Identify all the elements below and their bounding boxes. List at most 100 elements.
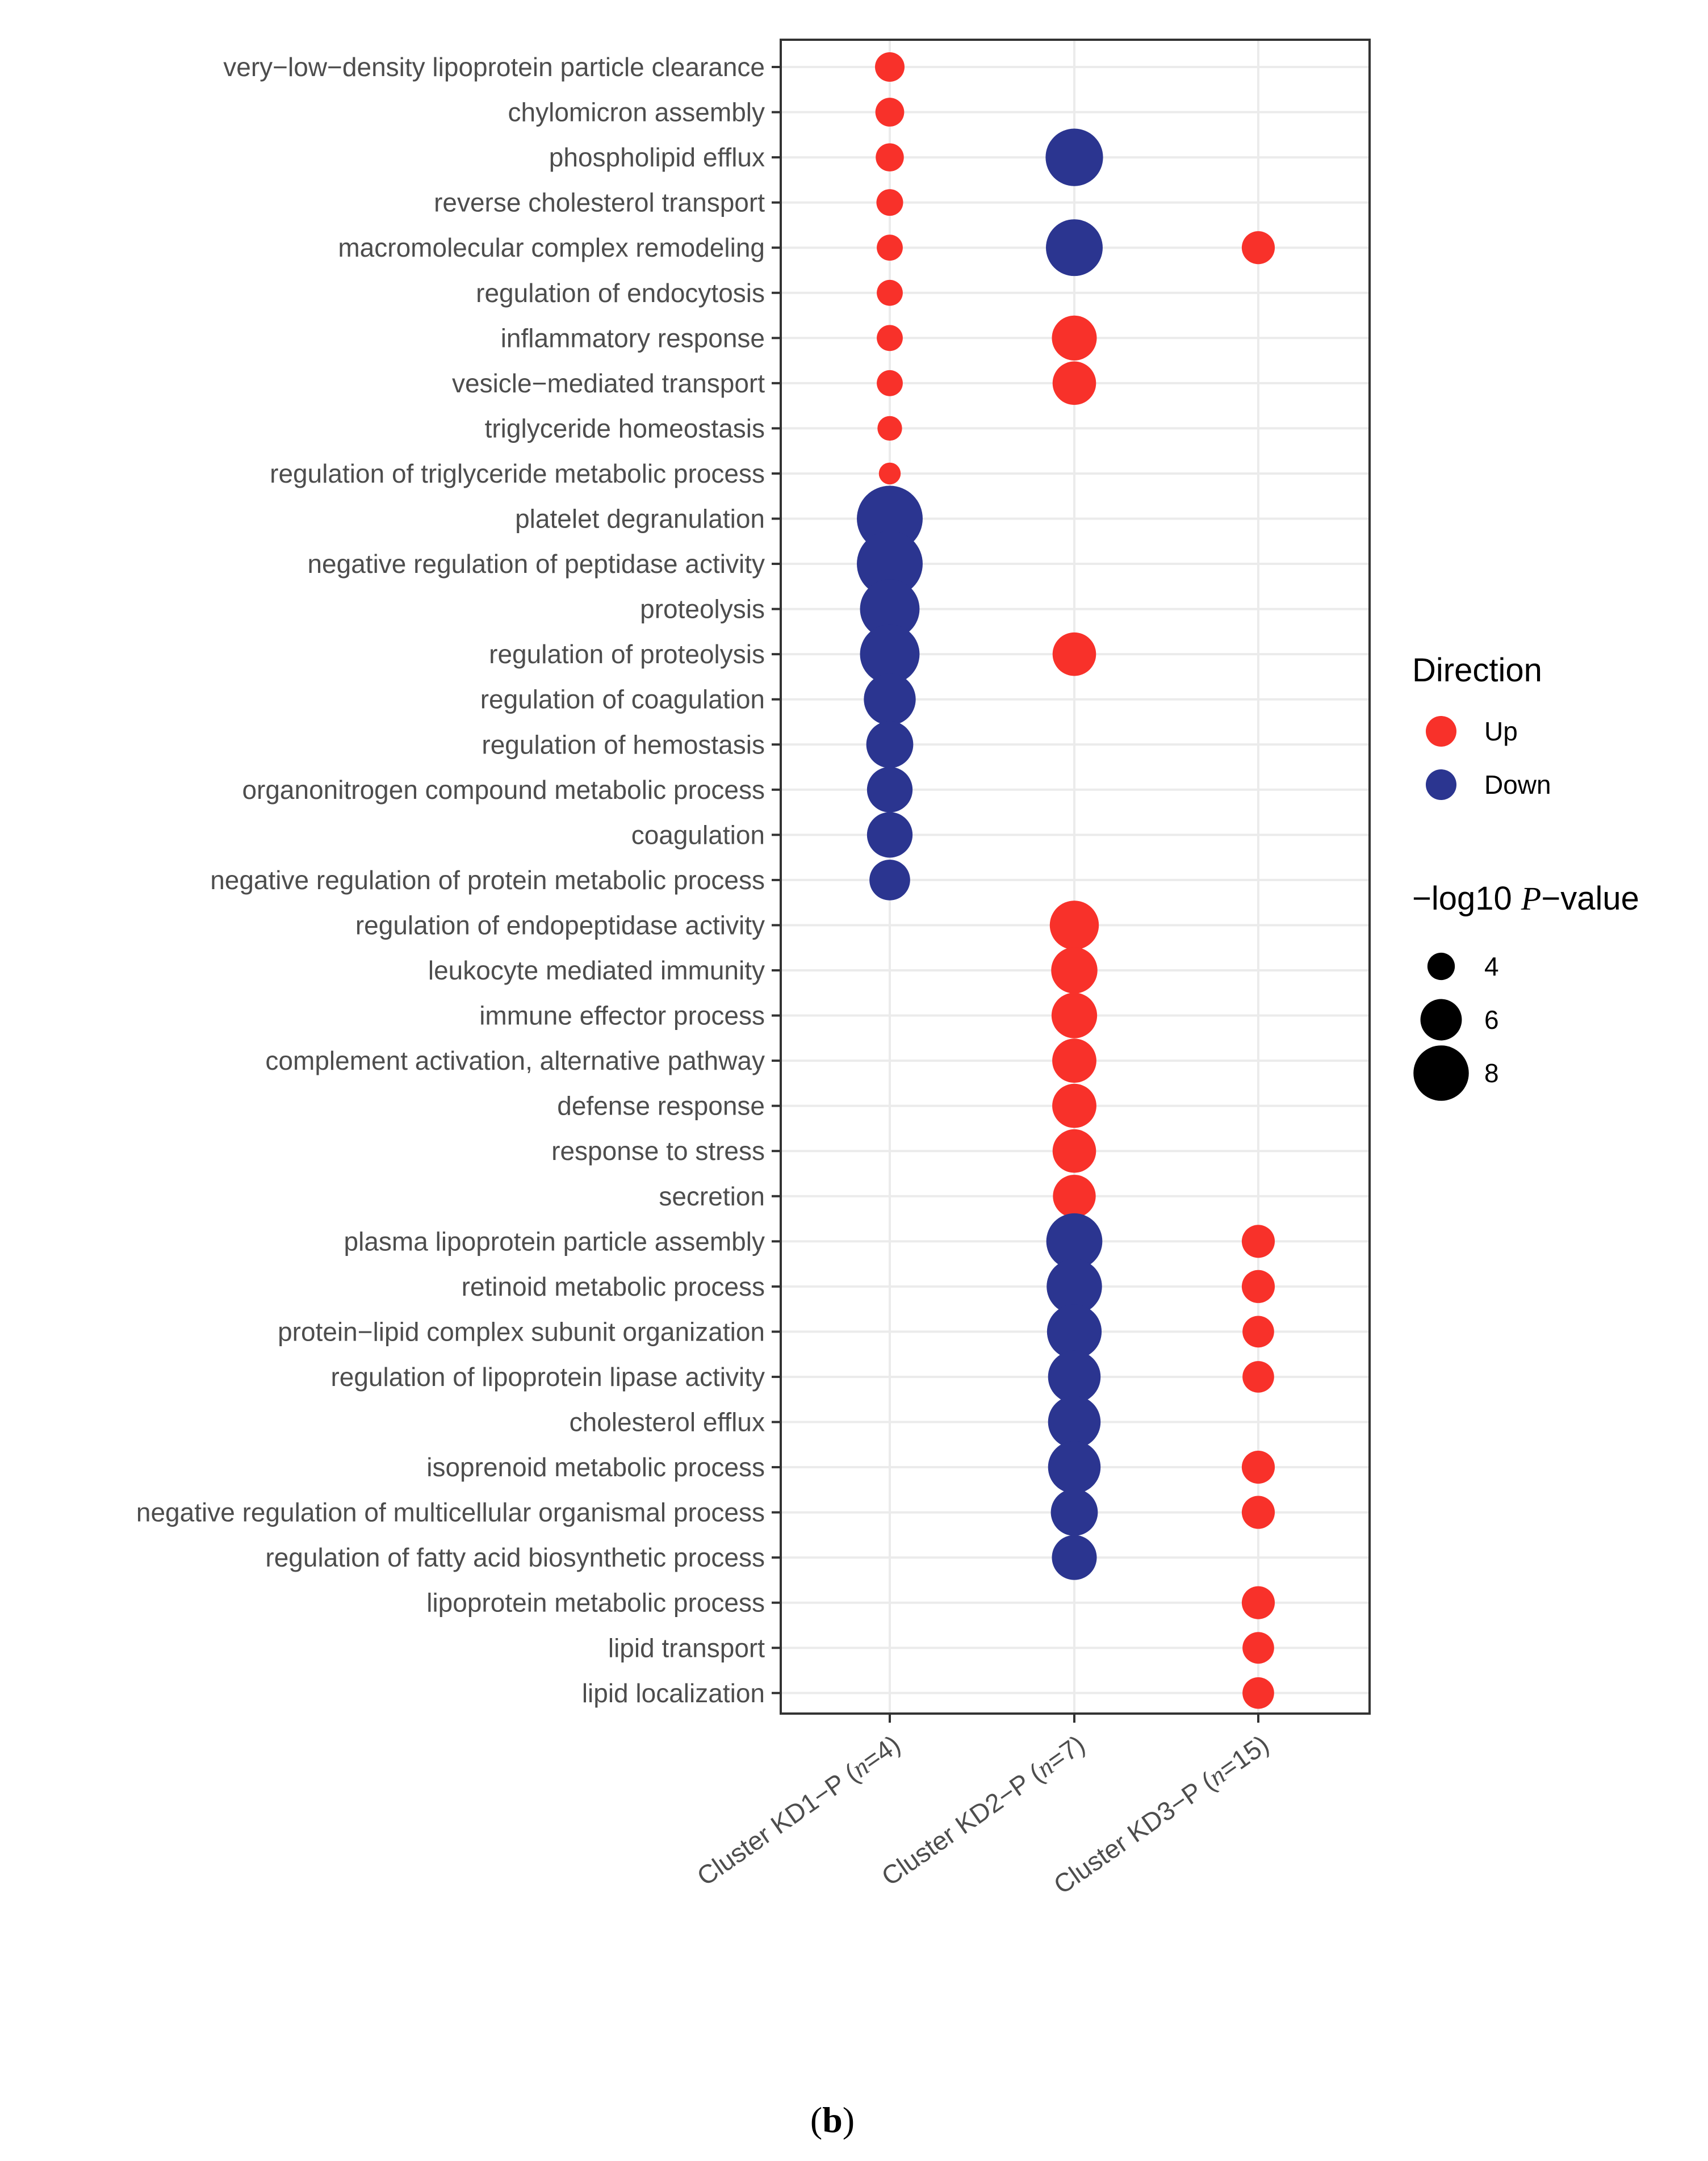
y-tick-label: platelet degranulation [515, 504, 765, 534]
dot-point [864, 673, 916, 726]
dot-point [869, 860, 910, 901]
y-tick-label: regulation of endopeptidase activity [355, 910, 765, 940]
dot-point [1051, 947, 1098, 994]
y-tick-label: negative regulation of peptidase activit… [307, 549, 765, 579]
dot-point [1046, 219, 1103, 277]
legend-size-label: 6 [1484, 1005, 1499, 1035]
y-tick-label: lipoprotein metabolic process [426, 1588, 765, 1618]
dot-point [1242, 1632, 1274, 1664]
y-tick-label: regulation of hemostasis [482, 730, 765, 759]
caption-open-paren: ( [810, 2100, 822, 2140]
legend-direction-key [1426, 716, 1456, 747]
dot-point [860, 579, 920, 639]
caption-close-paren: ) [843, 2100, 855, 2140]
y-tick-label: regulation of fatty acid biosynthetic pr… [265, 1543, 765, 1572]
dot-point [1045, 128, 1103, 186]
y-tick-label: defense response [557, 1091, 765, 1121]
dot-point [1052, 632, 1096, 676]
dot-point [1241, 1270, 1275, 1303]
x-tick-label: Cluster KD2−P (n=7) [876, 1729, 1090, 1892]
dot-point [1052, 1038, 1096, 1083]
dot-point [1052, 1083, 1096, 1128]
y-tick-label: chylomicron assembly [508, 98, 765, 127]
dot-point [866, 721, 914, 768]
dot-point [878, 462, 901, 485]
dot-point [875, 52, 905, 82]
y-tick-label: secretion [659, 1182, 765, 1211]
dot-point [876, 143, 904, 171]
legend-size-key [1413, 1045, 1469, 1101]
dot-point [1048, 1396, 1101, 1448]
y-tick-label: macromolecular complex remodeling [338, 233, 765, 262]
dot-point [1049, 901, 1099, 950]
y-tick-label: complement activation, alternative pathw… [265, 1046, 765, 1075]
dot-point [877, 234, 903, 261]
legend-size-label: 8 [1484, 1058, 1499, 1088]
legend-size-key [1427, 952, 1455, 981]
y-tick-label: protein−lipid complex subunit organizati… [278, 1317, 765, 1346]
y-tick-label: regulation of triglyceride metabolic pro… [270, 459, 765, 488]
y-tick-label: organonitrogen compound metabolic proces… [242, 775, 765, 805]
dot-point [1048, 1440, 1101, 1494]
y-tick-label: very−low−density lipoprotein particle cl… [223, 52, 765, 82]
legend-direction-title: Direction [1412, 652, 1542, 689]
legend-size-key [1420, 999, 1462, 1041]
y-tick-label: inflammatory response [501, 323, 765, 353]
x-tick-label: Cluster KD1−P (n=4) [692, 1729, 906, 1892]
dot-point [857, 531, 923, 597]
y-tick-label: plasma lipoprotein particle assembly [344, 1226, 765, 1256]
dot-point [1048, 1350, 1101, 1404]
legend-direction-label: Up [1484, 717, 1518, 746]
dot-point [1242, 1361, 1274, 1393]
dot-point [1242, 1677, 1274, 1709]
y-tick-label: negative regulation of multicellular org… [136, 1498, 765, 1527]
y-tick-label: leukocyte mediated immunity [428, 956, 765, 985]
y-tick-label: regulation of coagulation [480, 685, 765, 714]
dot-point [1051, 992, 1098, 1038]
y-tick-label: isoprenoid metabolic process [426, 1452, 765, 1482]
y-tick-label: regulation of endocytosis [476, 278, 765, 308]
legend: Direction Up Down −log10 P−value 4 6 8 [1412, 652, 1639, 1101]
x-axis: Cluster KD1−P (n=4)Cluster KD2−P (n=7)Cl… [692, 1714, 1274, 1900]
dot-point [1241, 231, 1275, 265]
y-tick-label: cholesterol efflux [570, 1408, 765, 1437]
y-tick-label: vesicle−mediated transport [452, 368, 765, 398]
y-tick-label: triglyceride homeostasis [485, 413, 765, 443]
dot-point [1241, 1586, 1275, 1619]
dot-point [857, 485, 923, 552]
y-tick-label: lipid transport [608, 1633, 765, 1662]
dot-point [1052, 361, 1096, 405]
y-tick-label: coagulation [631, 820, 765, 849]
dot-point [1046, 1259, 1102, 1314]
y-tick-label: retinoid metabolic process [462, 1272, 765, 1301]
data-points [857, 52, 1275, 1709]
y-tick-label: regulation of lipoprotein lipase activit… [330, 1362, 765, 1392]
y-axis: very−low−density lipoprotein particle cl… [136, 52, 781, 1708]
dot-point [877, 279, 903, 306]
legend-direction-key [1426, 769, 1456, 800]
dot-point [877, 370, 903, 396]
legend-size-label: 4 [1484, 952, 1499, 981]
dot-point [875, 98, 905, 127]
dot-point [1046, 1213, 1103, 1270]
dot-point [1053, 1175, 1096, 1218]
caption-letter: b [822, 2100, 843, 2140]
dot-point [1046, 1304, 1102, 1359]
dot-point [866, 767, 913, 813]
legend-size-title: −log10 P−value [1412, 880, 1639, 917]
dot-point [1241, 1450, 1275, 1484]
figure-caption: (b) [810, 2100, 855, 2140]
y-tick-label: reverse cholesterol transport [434, 188, 765, 217]
y-tick-label: phospholipid efflux [549, 143, 765, 172]
dot-point [860, 624, 920, 684]
dot-point [877, 325, 903, 351]
dot-point [1242, 1316, 1274, 1348]
dot-point [876, 189, 903, 216]
dot-point [877, 416, 902, 441]
dot-point [1050, 1489, 1098, 1536]
dot-point [1052, 1129, 1096, 1173]
dot-point [1052, 315, 1097, 361]
y-tick-label: response to stress [551, 1136, 765, 1166]
y-tick-label: immune effector process [479, 1001, 765, 1031]
